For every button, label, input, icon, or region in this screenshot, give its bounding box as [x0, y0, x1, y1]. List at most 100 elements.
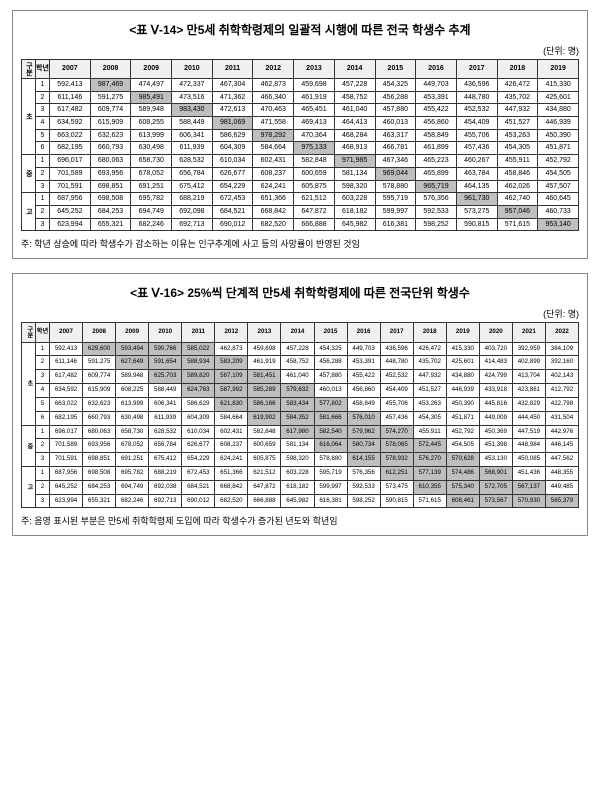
data-cell: 448,780 [456, 91, 497, 104]
data-cell: 470,364 [294, 129, 335, 142]
data-cell: 573,567 [479, 494, 512, 508]
data-cell: 611,146 [50, 91, 91, 104]
data-cell: 694,749 [131, 205, 172, 218]
data-cell: 672,453 [212, 193, 253, 206]
data-cell: 576,270 [413, 453, 446, 467]
data-cell: 687,956 [50, 193, 91, 206]
col-header: 2009 [131, 60, 172, 79]
data-cell: 621,512 [248, 466, 281, 480]
table-row: 3623,994655,321682,246692,713690,012682,… [22, 494, 579, 508]
data-cell: 402,899 [512, 356, 545, 370]
data-cell: 605,875 [294, 180, 335, 193]
table-row: 3617,482609,774589,948625,703589,820587,… [22, 370, 579, 384]
data-cell: 602,431 [215, 425, 248, 439]
table2-unit: (단위: 명) [21, 307, 579, 320]
col-header: 2015 [375, 60, 416, 79]
data-cell: 695,782 [131, 193, 172, 206]
data-cell: 431,504 [545, 411, 578, 425]
data-cell: 453,263 [413, 397, 446, 411]
data-cell: 611,939 [149, 411, 182, 425]
data-cell: 616,064 [314, 439, 347, 453]
data-cell: 457,507 [538, 180, 579, 193]
group-label: 중 [22, 155, 36, 193]
data-cell: 589,820 [182, 370, 215, 384]
data-cell: 469,413 [294, 117, 335, 130]
data-cell: 595,719 [375, 193, 416, 206]
data-cell: 610,355 [413, 480, 446, 494]
data-cell: 457,436 [456, 142, 497, 155]
data-cell: 572,445 [413, 439, 446, 453]
data-cell: 647,872 [248, 480, 281, 494]
data-cell: 682,246 [116, 494, 149, 508]
col-header: 2011 [182, 323, 215, 342]
data-cell: 458,849 [347, 397, 380, 411]
data-cell: 617,482 [50, 104, 91, 117]
data-cell: 660,793 [90, 142, 131, 155]
data-cell: 693,956 [90, 167, 131, 180]
data-cell: 953,140 [538, 218, 579, 231]
data-cell: 588,449 [149, 384, 182, 398]
data-cell: 451,527 [413, 384, 446, 398]
data-cell: 465,451 [294, 104, 335, 117]
data-cell: 472,337 [172, 79, 213, 92]
data-cell: 452,532 [456, 104, 497, 117]
data-cell: 446,939 [446, 384, 479, 398]
grade-cell: 1 [36, 425, 50, 439]
table1-note: 주: 학년 상승에 따라 학생수가 감소하는 이유는 인구추계에 사고 등의 사… [21, 237, 579, 250]
data-cell: 461,040 [281, 370, 314, 384]
group-label: 고 [22, 466, 36, 507]
data-cell: 701,591 [50, 453, 83, 467]
data-cell: 632,623 [90, 129, 131, 142]
data-cell: 466,340 [253, 91, 294, 104]
data-cell: 456,288 [375, 91, 416, 104]
data-cell: 456,860 [416, 117, 457, 130]
data-cell: 461,919 [294, 91, 335, 104]
data-cell: 581,134 [334, 167, 375, 180]
data-cell: 582,848 [294, 155, 335, 168]
data-cell: 445,816 [479, 397, 512, 411]
data-cell: 567,137 [512, 480, 545, 494]
data-cell: 585,289 [248, 384, 281, 398]
data-cell: 645,982 [334, 218, 375, 231]
data-cell: 692,038 [149, 480, 182, 494]
data-cell: 463,317 [375, 129, 416, 142]
data-cell: 680,063 [83, 425, 116, 439]
data-cell: 576,010 [347, 411, 380, 425]
data-cell: 465,899 [416, 167, 457, 180]
data-cell: 668,842 [253, 205, 294, 218]
col-header: 2012 [215, 323, 248, 342]
data-cell: 634,592 [50, 384, 83, 398]
grade-cell: 1 [36, 79, 50, 92]
data-cell: 603,228 [281, 466, 314, 480]
data-cell: 453,130 [479, 453, 512, 467]
data-cell: 961,730 [456, 193, 497, 206]
data-cell: 589,948 [116, 370, 149, 384]
data-cell: 426,472 [413, 342, 446, 356]
data-cell: 449,009 [479, 411, 512, 425]
col-header: 2007 [50, 60, 91, 79]
col-header: 2009 [116, 323, 149, 342]
data-cell: 651,366 [215, 466, 248, 480]
grade-cell: 3 [36, 453, 50, 467]
data-cell: 616,381 [314, 494, 347, 508]
data-cell: 583,209 [215, 356, 248, 370]
data-cell: 468,284 [334, 129, 375, 142]
data-cell: 448,780 [380, 356, 413, 370]
table1-block: <표 Ⅴ-14> 만5세 취학학령제의 일괄적 시행에 따른 전국 학생수 추계… [12, 10, 588, 259]
data-cell: 457,228 [281, 342, 314, 356]
data-cell: 619,902 [248, 411, 281, 425]
data-cell: 610,034 [182, 425, 215, 439]
data-cell: 460,267 [456, 155, 497, 168]
data-cell: 632,623 [83, 397, 116, 411]
data-cell: 447,932 [497, 104, 538, 117]
data-cell: 573,275 [456, 205, 497, 218]
data-cell: 466,781 [375, 142, 416, 155]
data-cell: 471,362 [212, 91, 253, 104]
data-cell: 696,017 [50, 155, 91, 168]
data-cell: 434,880 [446, 370, 479, 384]
data-cell: 624,241 [253, 180, 294, 193]
data-cell: 628,532 [149, 425, 182, 439]
data-cell: 672,453 [182, 466, 215, 480]
grade-cell: 4 [36, 384, 50, 398]
data-cell: 444,450 [512, 411, 545, 425]
